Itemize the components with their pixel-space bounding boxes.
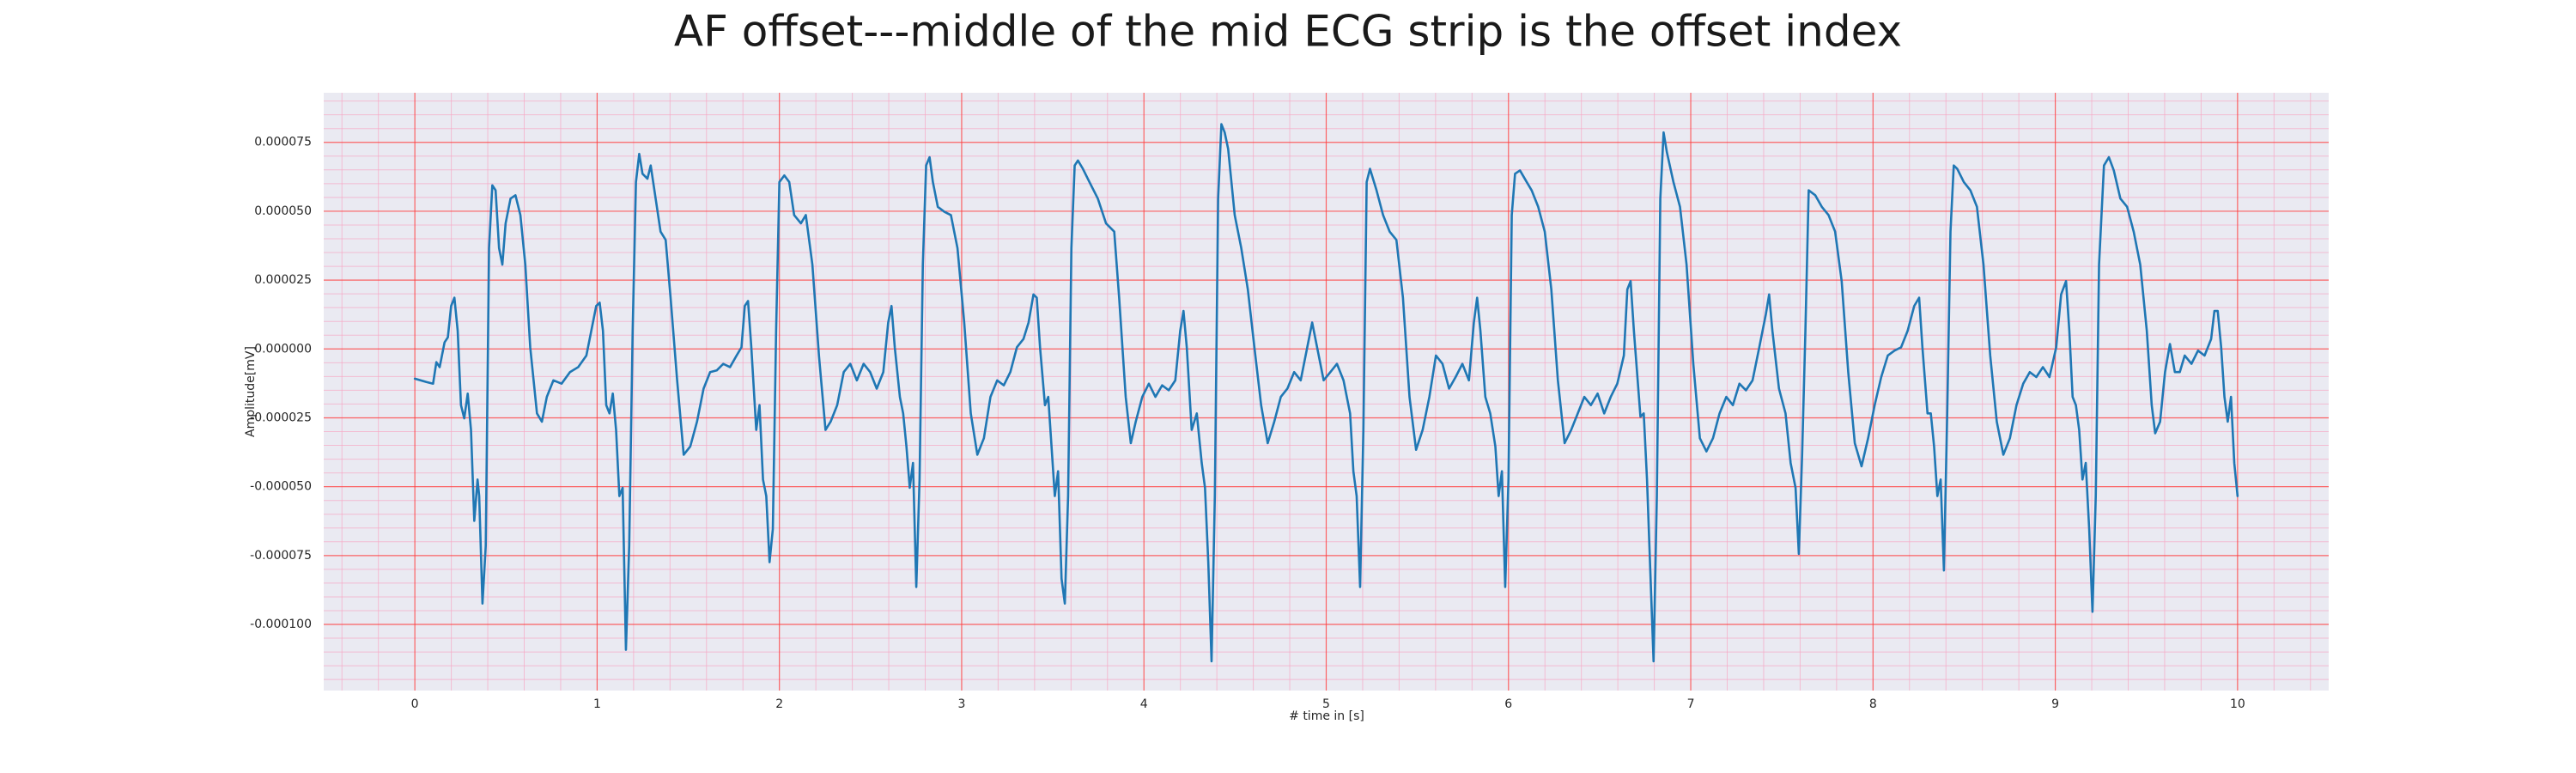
x-tick-label: 3 [957, 697, 965, 711]
x-tick-label: 5 [1322, 697, 1330, 711]
x-tick-label: 6 [1504, 697, 1512, 711]
x-tick-label: 8 [1869, 697, 1877, 711]
y-tick-label: 0.000000 [254, 342, 312, 356]
x-tick-label: 7 [1687, 697, 1695, 711]
x-tick-label: 4 [1140, 697, 1148, 711]
y-axis-label: Amplitude[mV] [244, 346, 258, 437]
ecg-line [413, 123, 2239, 663]
x-tick-label: 1 [593, 697, 601, 711]
y-tick-label: -0.000025 [250, 411, 312, 424]
y-tick-label: 0.000075 [254, 136, 312, 149]
x-tick-label: 0 [411, 697, 419, 711]
y-tick-label: 0.000025 [254, 273, 312, 287]
y-tick-label: -0.000075 [250, 549, 312, 563]
x-tick-label: 9 [2051, 697, 2059, 711]
x-tick-label: 2 [775, 697, 783, 711]
y-tick-label: -0.000050 [250, 480, 312, 494]
y-tick-label: -0.000100 [250, 618, 312, 631]
y-tick-label: 0.000050 [254, 204, 312, 218]
x-tick-label: 10 [2230, 697, 2245, 711]
chart-title: AF offset---middle of the mid ECG strip … [674, 7, 1902, 57]
x-axis-label: # time in [s] [1289, 709, 1364, 723]
